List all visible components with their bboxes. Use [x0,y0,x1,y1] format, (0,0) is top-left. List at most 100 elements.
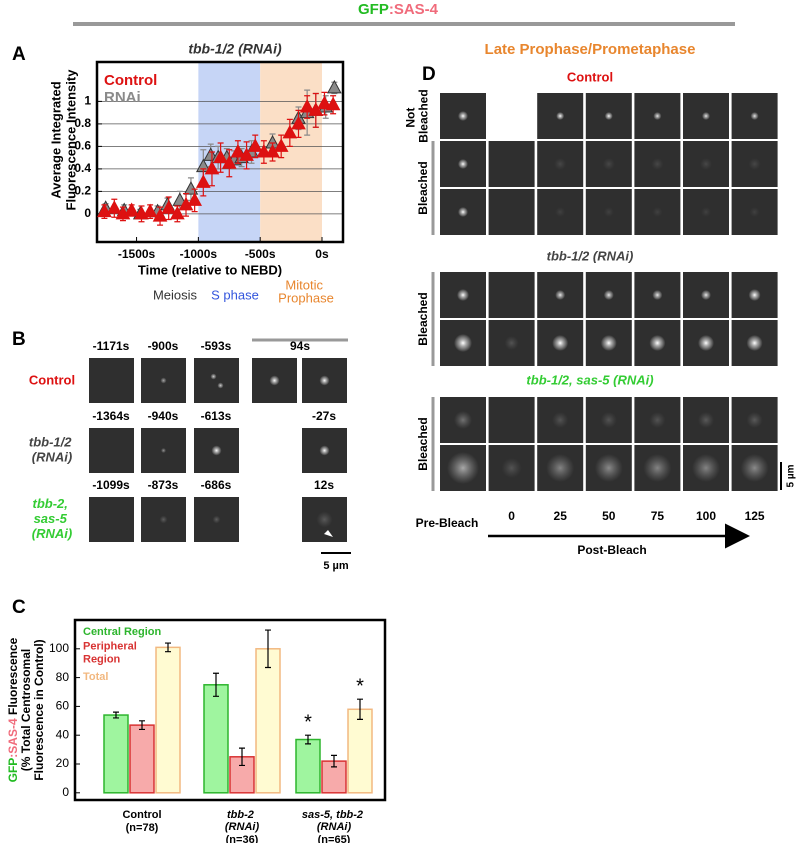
data-point [183,181,199,195]
y-tick-label: 40 [56,727,70,741]
micrograph [488,397,535,443]
error-bar [213,672,219,697]
time-label: 125 [745,509,765,523]
bar [203,684,229,794]
figure-title: GFP:SAS-4 [358,1,439,18]
micrograph-signal [161,448,166,453]
y-axis-label-part: Fluorescence [6,637,20,718]
micrograph-signal [603,290,614,300]
micrograph-signal [600,335,617,351]
micrograph-signal [458,207,468,217]
micrograph-signal [649,335,666,351]
y-axis-label: Fluorescence in Control) [32,639,46,780]
time-label: -873s [148,478,179,492]
micrograph-signal [594,454,623,482]
micrograph-signal [269,375,280,386]
y-tick-label: 0.4 [74,161,91,175]
micrograph-signal [692,454,720,482]
row-label: Control [29,372,75,387]
error-bar [331,754,337,768]
group-label: Bleached [416,417,430,470]
y-axis-label-part: (% Total Centrosomal [19,649,33,771]
plot-frame [73,618,387,802]
time-label: 94s [290,339,310,353]
data-point [106,200,122,214]
micrograph-signal [748,158,761,170]
y-axis-label-part: GFP [6,758,20,783]
group-label: Not Bleached [404,89,431,142]
y-axis-label-part: :SAS-4 [6,718,20,758]
data-point [239,147,254,161]
data-point [325,96,341,111]
micrograph [488,189,535,235]
micrograph-signal [749,207,760,217]
time-label: 75 [651,509,665,523]
row-label: tbb-1/2 (RNAi) [29,435,75,465]
bar [295,738,321,794]
phase-label: Meiosis [153,287,198,302]
time-label: -1171s [93,339,130,353]
data-point [299,98,315,113]
x-tick-label: -1000s [180,247,218,261]
micrograph-signal [698,335,714,351]
data-point [230,143,246,158]
x-tick-label: -500s [245,247,276,261]
group-label: Bleached [416,292,430,345]
y-axis-label: Average Integrated [48,81,63,198]
data-point [282,124,298,139]
micrograph-signal [447,452,479,484]
row-label: tbb-2, sas-5 (RNAi) [32,496,72,541]
axis-label: Pre-Bleach [416,516,479,530]
x-tick-label: Control [122,809,161,821]
micrograph-signal [602,158,615,170]
micrograph-signal [319,445,330,456]
section-title: Control [567,69,613,84]
time-label: -613s [201,409,232,423]
legend-entry: Total [83,671,108,683]
time-label: 100 [696,509,716,523]
x-tick-label: -1500s [118,247,156,261]
y-axis-label: (% Total Centrosomal [19,649,33,771]
title-part: GFP [358,1,389,18]
micrograph-signal [700,158,712,170]
panel-label: C [12,597,26,618]
micrograph-signal [217,382,224,389]
x-tick-label: tbb-2 (RNAi) [225,809,260,833]
y-tick-label: 1 [84,94,91,108]
micrograph-signal [702,112,710,120]
micrograph [89,358,134,403]
error-bar [113,711,119,719]
phase-label: S phase [211,287,259,302]
y-tick-label: 20 [56,756,70,770]
micrograph-signal [552,412,569,428]
data-point [213,149,228,164]
time-label: 12s [314,478,334,492]
micrograph-signal [748,289,761,301]
micrograph-signal [603,207,614,217]
micrograph-signal [649,412,666,428]
micrograph [488,272,535,318]
data-point [204,160,220,175]
category-count: (n=36) [226,834,259,843]
micrograph-signal [652,290,663,300]
time-label: -1099s [92,478,130,492]
micrograph-signal [552,335,569,351]
y-axis-label: GFP:SAS-4 Fluorescence [6,637,20,782]
y-tick-label: 0 [84,206,91,220]
micrograph-signal [651,158,664,170]
micrograph-signal [504,336,519,350]
time-label: -27s [312,409,336,423]
micrograph [89,428,134,473]
arrowhead [324,530,333,537]
time-label: -940s [148,409,179,423]
micrograph-signal [604,112,613,120]
micrograph-signal [159,515,168,524]
bar [129,724,155,794]
section-title: tbb-1/2 (RNAi) [547,248,634,263]
data-point [152,208,168,222]
bar [347,708,373,794]
micrograph-signal [701,207,711,217]
y-tick-label: 0.6 [74,139,91,153]
error-bar [305,734,311,745]
